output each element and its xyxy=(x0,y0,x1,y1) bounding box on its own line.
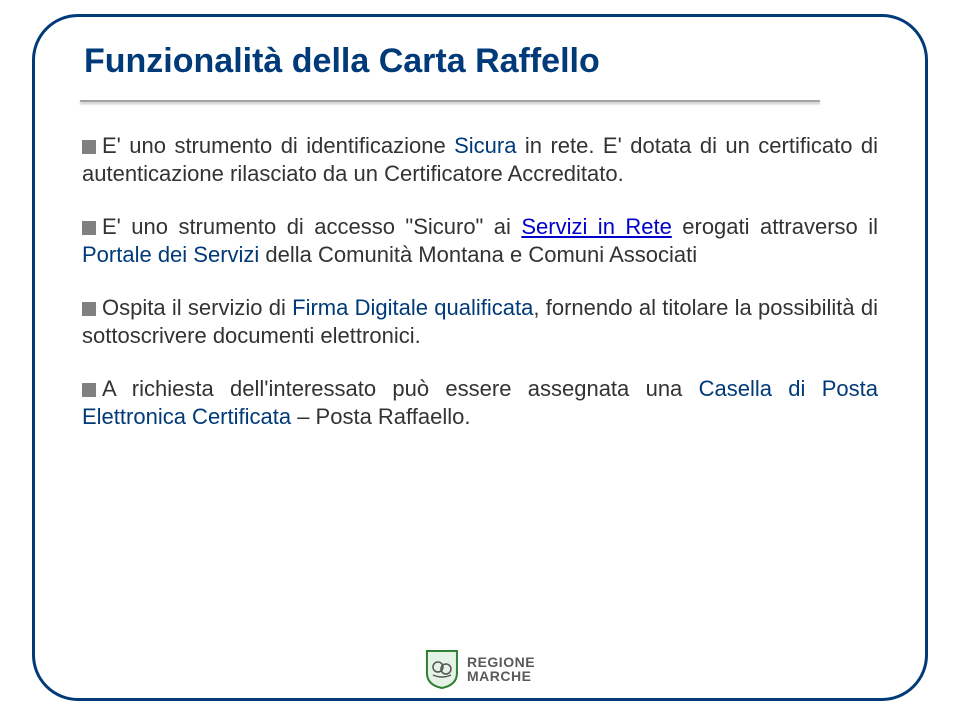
title-underline xyxy=(80,100,820,102)
paragraph-3: Ospita il servizio di Firma Digitale qua… xyxy=(82,294,878,349)
p2-link1: Servizi in Rete xyxy=(521,214,671,239)
p1-pre: E' uno strumento di identificazione xyxy=(102,133,454,158)
p3-em: Firma Digitale qualificata xyxy=(292,295,533,320)
shield-icon xyxy=(425,649,459,689)
bullet-icon xyxy=(82,140,96,154)
paragraph-1: E' uno strumento di identificazione Sicu… xyxy=(82,132,878,187)
paragraph-4: A richiesta dell'interessato può essere … xyxy=(82,375,878,430)
bullet-icon xyxy=(82,302,96,316)
footer-line2: MARCHE xyxy=(467,669,535,683)
bullet-icon xyxy=(82,221,96,235)
bullet-icon xyxy=(82,383,96,397)
footer-logo: REGIONE MARCHE xyxy=(425,649,535,689)
content-area: E' uno strumento di identificazione Sicu… xyxy=(82,132,878,456)
p1-em: Sicura xyxy=(454,133,516,158)
p2-post: della Comunità Montana e Comuni Associat… xyxy=(259,242,697,267)
p4-pre: A richiesta dell'interessato può essere … xyxy=(102,376,699,401)
p2-link2: Portale dei Servizi xyxy=(82,242,259,267)
p2-pre: E' uno strumento di accesso "Sicuro" ai xyxy=(102,214,521,239)
footer-line1: REGIONE xyxy=(467,655,535,669)
footer-text: REGIONE MARCHE xyxy=(467,655,535,683)
p3-pre: Ospita il servizio di xyxy=(102,295,292,320)
slide-title: Funzionalità della Carta Raffello xyxy=(84,42,600,81)
p2-mid: erogati attraverso il xyxy=(672,214,878,239)
paragraph-2: E' uno strumento di accesso "Sicuro" ai … xyxy=(82,213,878,268)
p4-post: – Posta Raffaello. xyxy=(291,404,470,429)
